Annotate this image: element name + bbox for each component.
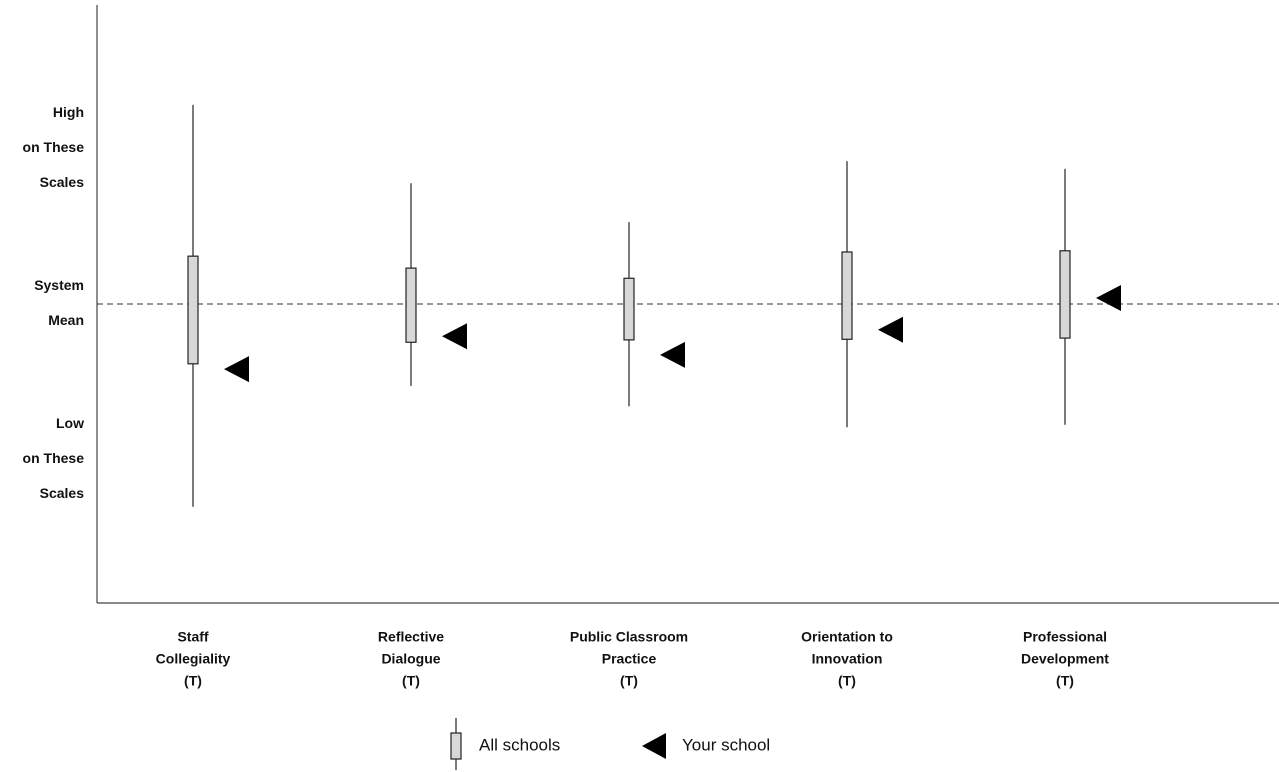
legend-label: All schools <box>479 735 560 754</box>
x-tick-label: Professional <box>1023 629 1107 645</box>
school-marker <box>442 323 467 350</box>
x-tick-label: Reflective <box>378 629 444 645</box>
x-tick-label: Innovation <box>812 651 883 667</box>
box <box>405 267 417 343</box>
y-tick-label: Scales <box>40 485 85 501</box>
y-tick-label: High <box>53 104 84 120</box>
x-tick-label: (T) <box>1056 673 1074 689</box>
x-tick-label: Development <box>1021 651 1109 667</box>
legend-label: Your school <box>682 735 770 754</box>
x-tick-label: (T) <box>402 673 420 689</box>
legend-marker <box>642 733 666 759</box>
x-tick-label: Public Classroom <box>570 629 688 645</box>
x-tick-label: Dialogue <box>381 651 440 667</box>
school-marker <box>1096 285 1121 312</box>
x-tick-label: Orientation to <box>801 629 893 645</box>
y-tick-label: on These <box>23 139 85 155</box>
y-tick-label: Low <box>56 415 84 431</box>
school-marker <box>660 341 685 368</box>
y-tick-label: System <box>34 277 84 293</box>
x-tick-label: Collegiality <box>156 651 231 667</box>
school-marker <box>224 356 249 383</box>
box <box>1059 250 1071 339</box>
y-tick-label: Scales <box>40 174 85 190</box>
x-tick-label: Staff <box>177 629 208 645</box>
box <box>187 255 199 365</box>
x-tick-label: (T) <box>184 673 202 689</box>
box <box>841 251 853 340</box>
y-tick-label: Mean <box>48 312 84 328</box>
y-tick-label: on These <box>23 450 85 466</box>
box <box>623 277 635 341</box>
x-tick-label: (T) <box>838 673 856 689</box>
x-tick-label: (T) <box>620 673 638 689</box>
legend-box <box>450 732 462 760</box>
school-marker <box>878 316 903 343</box>
x-tick-label: Practice <box>602 651 657 667</box>
